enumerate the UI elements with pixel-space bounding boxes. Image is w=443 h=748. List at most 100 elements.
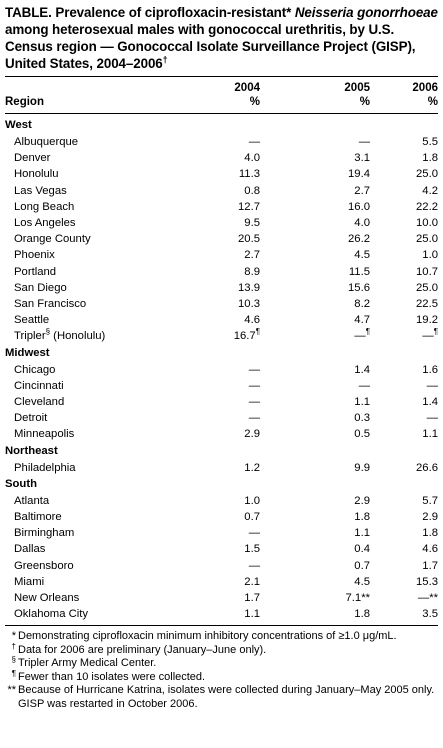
- value-cell-2006: 4.2: [370, 183, 438, 199]
- region-row: West: [5, 114, 438, 135]
- value-cell-2004: —: [165, 362, 260, 378]
- value-cell-2005: 19.4: [260, 166, 370, 182]
- value-cell-2005: 26.2: [260, 231, 370, 247]
- value-cell-2004: 0.7: [165, 509, 260, 525]
- percent-value: 9.9: [354, 461, 370, 474]
- percent-value: —**: [417, 592, 438, 605]
- value-cell-2005: 1.8: [260, 509, 370, 525]
- value-cell-2004: 11.3: [165, 166, 260, 182]
- percent-value: 9.5: [244, 217, 260, 230]
- percent-value: 2.9: [422, 511, 438, 524]
- percent-value: 2.7: [244, 249, 260, 262]
- percent-value: —: [248, 412, 260, 425]
- percent-value: 4.6: [244, 314, 260, 327]
- site-label-suffix: (Honolulu): [50, 330, 106, 343]
- percent-value: —: [248, 396, 260, 409]
- percent-value: 26.6: [416, 461, 438, 474]
- percent-value: 1.4: [422, 396, 438, 409]
- value-cell-2006: 5.7: [370, 493, 438, 509]
- footnote-mark-symbol: §: [11, 655, 16, 665]
- site-name: Tripler§ (Honolulu): [5, 328, 165, 344]
- value-cell-2006: 5.5: [370, 134, 438, 150]
- value-cell-2005: 1.8: [260, 606, 370, 627]
- value-cell-2006: 4.6: [370, 541, 438, 557]
- footnote: ¶ Fewer than 10 isolates were collected.: [5, 669, 438, 684]
- site-name: Chicago: [5, 362, 165, 378]
- percent-value: 1.2: [244, 461, 260, 474]
- site-name: Long Beach: [5, 199, 165, 215]
- value-cell-2006: 25.0: [370, 231, 438, 247]
- site-label: Orange County: [14, 233, 91, 246]
- title-mark: †: [162, 54, 168, 65]
- table-row: Orange County 20.5 26.2 25.0: [5, 231, 438, 247]
- table-row: Tripler§ (Honolulu) 16.7¶ —¶ —¶: [5, 328, 438, 344]
- site-label: Albuquerque: [14, 136, 79, 148]
- percent-value: 1.7: [244, 592, 260, 605]
- site-name: Los Angeles: [5, 215, 165, 231]
- percent-value: 2.7: [354, 184, 370, 197]
- percent-value: 4.5: [354, 249, 370, 262]
- value-cell-2006: 10.0: [370, 215, 438, 231]
- table-row: Phoenix 2.7 4.5 1.0: [5, 247, 438, 263]
- header-year-2005: 2005: [344, 82, 370, 94]
- value-cell-2005: 9.9: [260, 460, 370, 476]
- table-row: Albuquerque — — 5.5: [5, 134, 438, 150]
- value-cell-2005: 8.2: [260, 296, 370, 312]
- value-cell-2005: 2.7: [260, 183, 370, 199]
- value-cell-2004: 13.9: [165, 280, 260, 296]
- region-name: Midwest: [5, 346, 50, 359]
- table-row: Birmingham — 1.1 1.8: [5, 525, 438, 541]
- percent-value: 1.0: [244, 494, 260, 507]
- table-row: Baltimore 0.7 1.8 2.9: [5, 509, 438, 525]
- footnote-mark: §: [5, 655, 18, 670]
- value-cell-2004: —: [165, 134, 260, 150]
- percent-value: —: [248, 136, 260, 148]
- site-label: Philadelphia: [14, 461, 76, 474]
- site-label: Phoenix: [14, 249, 55, 262]
- footnote-mark: †: [5, 642, 18, 657]
- value-cell-2005: —: [260, 134, 370, 150]
- value-cell-2006: 15.3: [370, 574, 438, 590]
- title-prefix: TABLE. Prevalence of ciprofloxacin-resis…: [5, 5, 292, 20]
- percent-value: 16.0: [348, 200, 370, 213]
- value-cell-2004: 9.5: [165, 215, 260, 231]
- value-cell-2004: 16.7¶: [165, 328, 260, 344]
- value-cell-2006: 1.7: [370, 558, 438, 574]
- percent-value: 4.7: [354, 314, 370, 327]
- site-label: Dallas: [14, 543, 46, 556]
- footnotes: * Demonstrating ciprofloxacin minimum inh…: [5, 630, 438, 710]
- table-header: 2004 2005 2006 Region % % %: [5, 76, 438, 114]
- percent-value: 2.9: [244, 428, 260, 441]
- site-label: Cincinnati: [14, 379, 64, 392]
- site-name: New Orleans: [5, 590, 165, 606]
- region-row: Midwest: [5, 345, 438, 362]
- value-cell-2005: 4.0: [260, 215, 370, 231]
- table-row: Honolulu 11.3 19.4 25.0: [5, 166, 438, 182]
- footnote: ** Because of Hurricane Katrina, isolates…: [5, 684, 438, 711]
- site-name: San Francisco: [5, 296, 165, 312]
- table-row: Chicago — 1.4 1.6: [5, 362, 438, 378]
- footnote-text: Because of Hurricane Katrina, isolates w…: [18, 684, 435, 710]
- site-label: Honolulu: [14, 168, 59, 181]
- value-cell-2006: —: [370, 378, 438, 394]
- percent-value: 5.7: [422, 494, 438, 507]
- percent-value: 4.6: [422, 543, 438, 556]
- site-name: Dallas: [5, 541, 165, 557]
- value-cell-2006: 22.5: [370, 296, 438, 312]
- value-cell-2005: 0.4: [260, 541, 370, 557]
- value-cell-2006: —**: [370, 590, 438, 606]
- percent-value: —: [248, 559, 260, 572]
- percent-value: 15.6: [348, 281, 370, 294]
- percent-value: 0.7: [244, 511, 260, 524]
- header-unit: %: [165, 95, 260, 114]
- value-cell-2005: —: [260, 378, 370, 394]
- percent-value: 0.4: [354, 543, 370, 556]
- table-row: Philadelphia 1.2 9.9 26.6: [5, 460, 438, 476]
- percent-value: 1.1: [422, 428, 438, 441]
- region-row: South: [5, 476, 438, 493]
- site-label: Atlanta: [14, 494, 50, 507]
- percent-value: —: [422, 330, 434, 343]
- value-cell-2006: 1.8: [370, 150, 438, 166]
- value-cell-2005: 4.7: [260, 312, 370, 328]
- table-row: Dallas 1.5 0.4 4.6: [5, 541, 438, 557]
